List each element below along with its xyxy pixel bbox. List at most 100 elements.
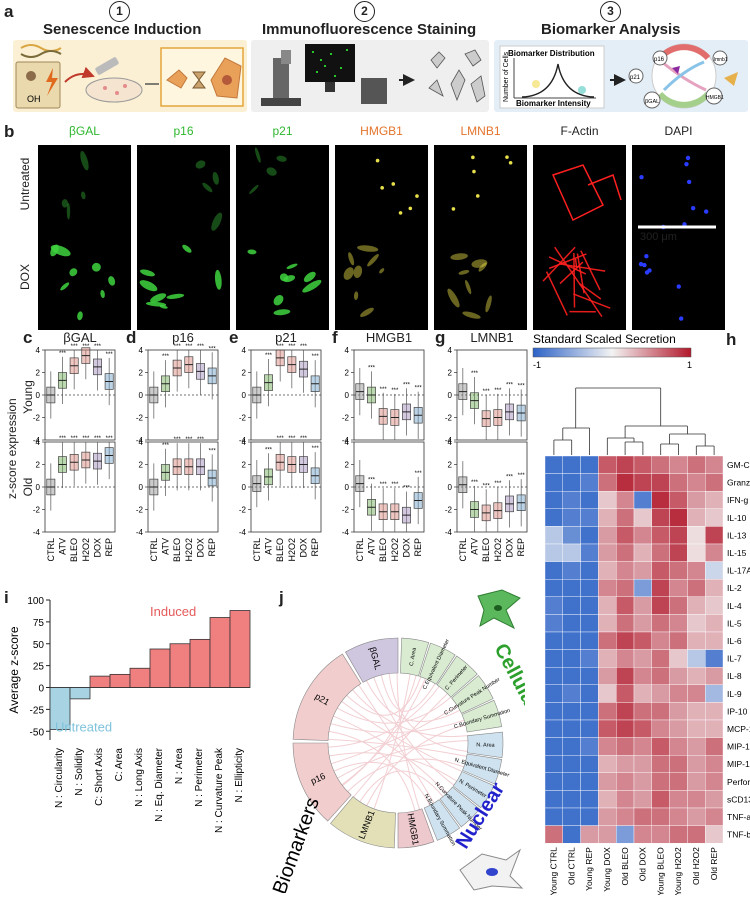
xtick-atv: ATV (58, 538, 68, 555)
step2-number: 2 (354, 1, 375, 22)
boxplot-c: 420-2-4***************420-2-4***********… (17, 330, 117, 578)
heatmap-cell (598, 755, 616, 773)
heatmap-cell (563, 632, 581, 650)
significance: *** (288, 344, 296, 350)
significance: *** (277, 344, 285, 350)
row-label-perforin: Perforin (727, 777, 750, 787)
heatmap-cell (616, 614, 634, 632)
heatmap-cell (705, 650, 723, 668)
xtick-atv: ATV (470, 538, 480, 555)
channel-label-dapi: DAPI (632, 124, 725, 138)
significance: *** (288, 436, 296, 442)
heatmap-cell (687, 632, 705, 650)
significance: *** (403, 382, 411, 388)
heatmap-cell (705, 597, 723, 615)
heatmap-cell (705, 685, 723, 703)
heatmap-cell (687, 738, 705, 756)
row-label-il9: IL-9 (727, 689, 742, 699)
heatmap-cell (670, 526, 688, 544)
petri-dish-icon (86, 78, 142, 102)
row-label-tnfa: TNF-a (727, 812, 750, 822)
heatmap-cell (581, 562, 599, 580)
significance: *** (506, 382, 514, 388)
bar-7 (190, 639, 210, 687)
ytick-label: -2 (33, 506, 41, 515)
heatmap-cell (670, 826, 688, 844)
significance: *** (59, 351, 67, 357)
row-label-mip1b: MIP-1b (727, 759, 750, 769)
heatmap-cell (581, 808, 599, 826)
heatmap-cell (545, 826, 563, 844)
ytick-label: 0 (448, 391, 453, 400)
ytick-label: 2 (242, 461, 247, 470)
heatmap-cell (581, 597, 599, 615)
heatmap-cell (634, 526, 652, 544)
distribution-xlabel: Biomarker Intensity (516, 99, 591, 108)
heatmap-cell (634, 667, 652, 685)
heatmap-cell (616, 509, 634, 527)
heatmap-cell (616, 474, 634, 492)
boxplot-d: 420-2-4***************420-2-4***********… (120, 330, 220, 578)
channel-label-p16: p16 (137, 124, 230, 138)
heatmap-cell (670, 650, 688, 668)
boxplot-f: 420-2-4***************420-2-4***********… (326, 330, 426, 578)
heatmap-cell (616, 579, 634, 597)
heatmap-cell (616, 702, 634, 720)
heatmap-cell (652, 544, 670, 562)
xtick-rep: REP (207, 538, 217, 557)
ytick-label: -2 (342, 506, 350, 515)
ytick-label: 0 (36, 483, 41, 492)
heatmap-cell (581, 738, 599, 756)
heatmap-cell (634, 755, 652, 773)
ytick-label: 2 (36, 369, 41, 378)
xtick-bleo: BLEO (69, 538, 79, 562)
heatmap-cell (563, 738, 581, 756)
bar-label-9: N : Ellipticity (234, 748, 245, 802)
significance: *** (71, 344, 79, 350)
heatmap-cell (616, 773, 634, 791)
step3-panel: Biomarker Distribution Number of Cells B… (494, 40, 748, 112)
heatmap-panel: Standard Scaled Secretion-11GM-CSFGranzy… (525, 330, 750, 895)
heatmap-cell (652, 720, 670, 738)
heatmap-cell (652, 808, 670, 826)
row-label-il4: IL-4 (727, 601, 742, 611)
heatmap-cell (616, 526, 634, 544)
xtick-bleo: BLEO (172, 538, 182, 562)
heatmap-cell (581, 826, 599, 844)
heatmap-cell (563, 456, 581, 474)
heatmap-cell (634, 474, 652, 492)
significance: *** (300, 344, 308, 350)
heatmap-cell (545, 597, 563, 615)
xtick-h2o2: H2O2 (81, 538, 91, 562)
ytick-label: 0 (345, 391, 350, 400)
ytick-label: 4 (139, 346, 144, 355)
xtick-ctrl: CTRL (458, 538, 468, 562)
significance: *** (471, 371, 479, 377)
heatmap-cell (545, 650, 563, 668)
heatmap-cell (563, 509, 581, 527)
heatmap-cell (563, 526, 581, 544)
channel-label-p21: p21 (236, 124, 329, 138)
ytick-label: -2 (136, 506, 144, 515)
significance: *** (494, 481, 502, 487)
heatmap-cell (545, 738, 563, 756)
bar-9 (230, 611, 250, 688)
heatmap-cell (705, 773, 723, 791)
xtick-ctrl: CTRL (355, 538, 365, 562)
staining-illustration (251, 40, 489, 112)
ytick-label: 4 (345, 438, 350, 447)
heatmap-cell (563, 826, 581, 844)
marker-p21: p21 (630, 75, 641, 81)
heatmap-cell (670, 790, 688, 808)
heatmap-cell (545, 562, 563, 580)
row-label-tnfb: TNF-b (727, 830, 750, 840)
heatmap-cell (563, 579, 581, 597)
bar-label-5: N : Eq. Diameter (154, 747, 165, 822)
heatmap-cell (598, 738, 616, 756)
xtick-atv: ATV (367, 538, 377, 555)
ytick-label: 0 (139, 483, 144, 492)
significance: *** (265, 447, 273, 453)
heatmap-cell (616, 808, 634, 826)
heatmap-cell (687, 790, 705, 808)
